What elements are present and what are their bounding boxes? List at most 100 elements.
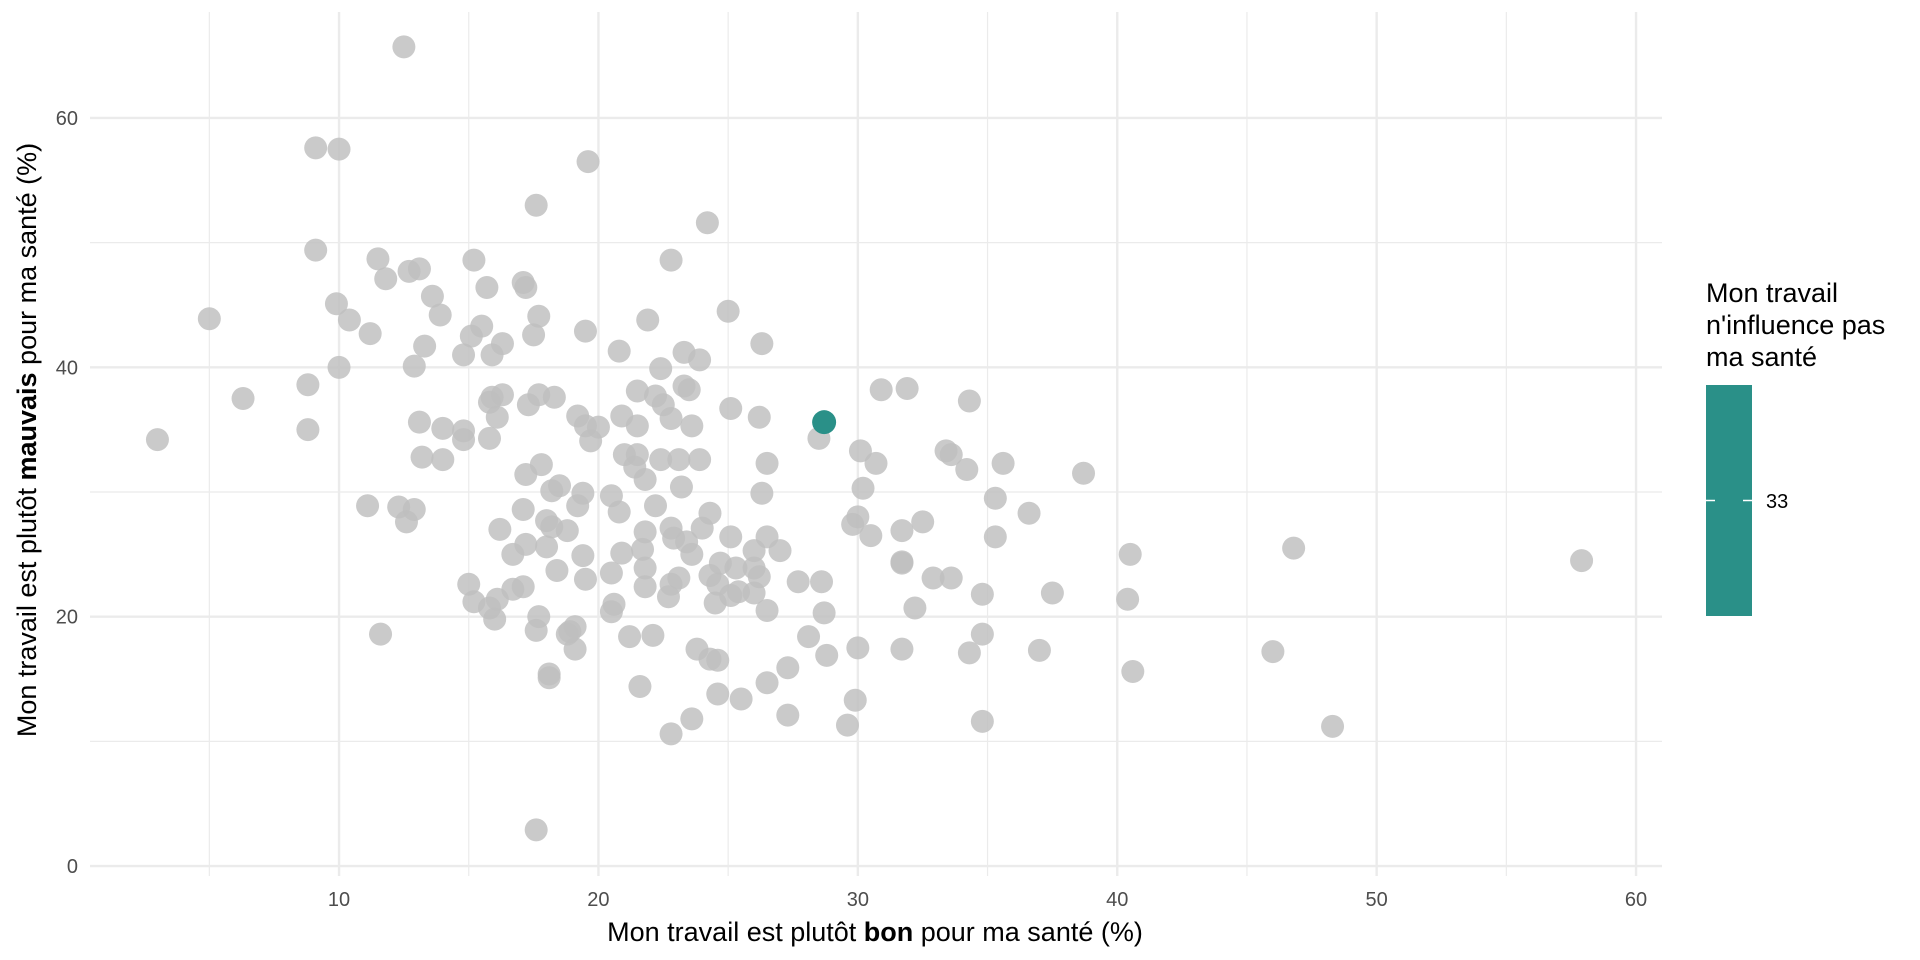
data-point [431,448,455,472]
data-point [750,481,774,505]
data-point [407,410,431,434]
data-point [719,396,743,420]
data-point [566,494,590,518]
data-point [296,418,320,442]
y-tick-label: 40 [56,357,78,379]
data-point [374,267,398,291]
data-point [633,520,657,544]
x-tick-label: 30 [847,889,869,911]
data-point [462,248,486,272]
data-point [537,666,561,690]
data-point [1040,581,1064,605]
legend-title-line: Mon travail [1706,278,1838,308]
data-point [599,600,623,624]
data-point [667,566,691,590]
data-point [1017,501,1041,525]
legend: Mon travail n'influence pas ma santé 33 [1706,278,1885,616]
data-point [869,378,893,402]
data-point [324,292,348,316]
data-point [327,137,351,161]
data-point [970,622,994,646]
data-point [327,355,351,379]
data-point [991,451,1015,475]
data-point [747,405,771,429]
data-point [846,636,870,660]
data-point [540,479,564,503]
data-point [659,248,683,272]
highlight-point [812,410,837,435]
data-point [859,524,883,548]
data-point [644,494,668,518]
data-point [573,567,597,591]
data-point [369,622,393,646]
data-point [535,535,559,559]
data-point [633,468,657,492]
data-point [579,429,603,453]
data-point [810,570,834,594]
data-point [356,494,380,518]
data-point [524,818,548,842]
x-tick-label: 50 [1366,889,1388,911]
data-point [296,373,320,397]
data-point [394,510,418,534]
data-point [625,414,649,438]
y-axis-title: Mon travail est plutôt mauvais pour ma s… [12,143,42,737]
data-point [366,247,390,271]
data-point [659,406,683,430]
data-point [812,601,836,625]
data-point [768,539,792,563]
data-point [903,596,927,620]
data-point [755,671,779,695]
data-point [970,709,994,733]
x-tick-label: 40 [1106,889,1128,911]
data-point [628,674,652,698]
data-point [729,687,753,711]
data-point [516,393,540,417]
data-point [571,544,595,568]
data-point [633,575,657,599]
data-point [480,343,504,367]
data-point [1261,640,1285,664]
data-point [1072,461,1096,485]
data-point [452,428,476,452]
data-point [957,389,981,413]
data-point [1282,536,1306,560]
data-point [1570,549,1594,573]
data-point [145,428,169,452]
data-point [477,426,501,450]
x-axis-title-bold: bon [864,917,913,947]
x-axis-tick-labels: 10 20 30 40 50 60 [328,889,1647,911]
y-axis-title-part: pour ma santé (%) [12,143,42,373]
data-point [797,625,821,649]
data-point [511,497,535,521]
data-point [890,551,914,575]
highlight-point-layer [812,410,837,435]
y-tick-label: 20 [56,607,78,629]
data-point [890,519,914,543]
data-point [742,539,766,563]
data-point [475,276,499,300]
data-point [755,451,779,475]
data-point [659,722,683,746]
data-point [337,308,361,332]
data-point [618,625,642,649]
legend-value-label: 33 [1766,491,1788,513]
data-point [431,416,455,440]
data-point [667,448,691,472]
data-point [690,516,714,540]
data-point [392,35,416,59]
data-point [457,572,481,596]
data-point [649,448,673,472]
y-axis-title-bold: mauvais [12,372,42,480]
data-point [576,150,600,174]
legend-title-line: n'influence pas [1706,310,1885,340]
data-point [452,343,476,367]
data-point [607,339,631,363]
data-point [656,585,680,609]
data-points [145,35,1594,842]
data-point [563,615,587,639]
x-axis-title-part: pour ma santé (%) [913,917,1143,947]
data-point [1027,638,1051,662]
data-point [703,591,727,615]
